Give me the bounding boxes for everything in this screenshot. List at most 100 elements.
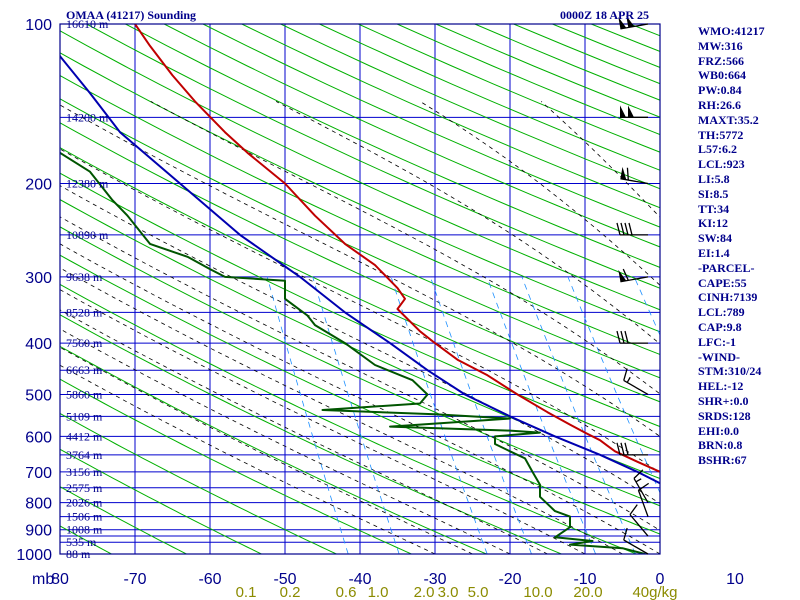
- mixing-ratio-label: 20.0: [573, 584, 602, 600]
- mixing-ratio-label: 1.0: [368, 584, 389, 600]
- index-ei: EI:1.4: [698, 245, 730, 260]
- index-mw: MW:316: [698, 38, 743, 53]
- wind-barb: [616, 222, 648, 236]
- mixing-ratio-label: 0.1: [236, 584, 257, 600]
- pressure-tick-label: 100: [25, 17, 52, 34]
- section-wind: -WIND-: [698, 349, 740, 364]
- dry-adiabat-line: [60, 283, 637, 554]
- index-cinh: CINH:7139: [698, 290, 758, 305]
- height-label: 9638 m: [66, 270, 103, 284]
- pressure-tick-label: 200: [25, 177, 52, 194]
- dry-adiabat-line: [60, 486, 187, 554]
- wind-barb: [623, 527, 649, 555]
- mixing-ratio-line: [390, 276, 488, 554]
- height-label: 14200 m: [66, 110, 109, 124]
- wind-barb: [633, 469, 649, 503]
- wind-barb: [618, 15, 649, 30]
- dry-adiabat-line: [60, 412, 337, 554]
- index-tt: TT:34: [698, 201, 730, 216]
- index-wb0: WB0:664: [698, 68, 746, 83]
- dry-adiabat-line: [60, 74, 660, 355]
- index-pw: PW:0.84: [698, 83, 742, 98]
- moist-adiabat-line: [60, 243, 660, 554]
- temperature-tick-label: 0: [656, 571, 665, 588]
- temperature-profile-line: [134, 24, 660, 474]
- index-ehi: EHI:0.0: [698, 423, 740, 438]
- index-parcel-lcl: LCL:789: [698, 305, 745, 320]
- dry-adiabat-line: [60, 226, 660, 507]
- dry-adiabat-line: [60, 52, 660, 333]
- dewpoint-profile-line: [60, 151, 646, 554]
- temperature-tick-label: 80: [51, 571, 69, 588]
- dry-adiabat-line: [60, 30, 660, 311]
- height-label: 535 m: [66, 535, 97, 549]
- dry-adiabat-line: [60, 199, 660, 480]
- mixing-ratio-label: 2.0: [414, 584, 435, 600]
- height-label: 2026 m: [66, 496, 103, 510]
- index-sw: SW:84: [698, 231, 733, 246]
- height-label: 3764 m: [66, 448, 103, 462]
- plot-frame: [59, 23, 661, 555]
- mixing-ratio-label: 0.6: [336, 584, 357, 600]
- temperature-tick-label: 10: [726, 571, 744, 588]
- height-label: 1008 m: [66, 523, 103, 537]
- index-si: SI:8.5: [698, 186, 729, 201]
- wind-barb: [620, 166, 649, 185]
- parcel-profile-line: [60, 53, 660, 485]
- temperature-tick-label: -70: [123, 571, 146, 588]
- pressure-tick-label: 900: [25, 523, 52, 540]
- dry-adiabat-line: [60, 122, 660, 403]
- index-brn: BRN:0.8: [698, 438, 743, 453]
- wind-barb: [637, 482, 650, 517]
- index-hel: HEL:-12: [698, 379, 744, 394]
- index-lfc: LFC:-1: [698, 334, 736, 349]
- index-stm: STM:310/24: [698, 364, 762, 379]
- height-label: 1506 m: [66, 510, 103, 524]
- wind-barb: [623, 368, 649, 396]
- temperature-tick-label: -60: [198, 571, 221, 588]
- pressure-tick-label: 1000: [16, 547, 52, 564]
- index-srds: SRDS:128: [698, 408, 751, 423]
- mixing-ratio-label: 10.0: [523, 584, 552, 600]
- pressure-tick-label: 700: [25, 465, 52, 482]
- moist-adiabat-line: [60, 216, 660, 531]
- dry-adiabat-line: [60, 172, 660, 453]
- mixing-ratio-line: [567, 276, 660, 494]
- moist-adiabat-line: [60, 346, 473, 554]
- index-shr: SHR+:0.0: [698, 393, 749, 408]
- wind-barb: [620, 105, 648, 118]
- index-bshr: BSHR:67: [698, 453, 747, 468]
- height-label: 8528 m: [66, 305, 103, 319]
- index-ki: KI:12: [698, 216, 728, 231]
- pressure-tick-label: 300: [25, 270, 52, 287]
- index-rh: RH:26.6: [698, 97, 741, 112]
- index-l57: L57:6.2: [698, 142, 737, 157]
- pressure-tick-label: 600: [25, 429, 52, 446]
- dry-adiabat-line: [125, 24, 660, 268]
- index-li: LI:5.8: [698, 171, 730, 186]
- dry-adiabat-line: [60, 254, 660, 535]
- index-frz: FRZ:566: [698, 53, 744, 68]
- pressure-tick-label: 500: [25, 387, 52, 404]
- index-cape: CAPE:55: [698, 275, 747, 290]
- dry-adiabat-line: [60, 147, 660, 428]
- dry-adiabat-line: [60, 378, 412, 554]
- mixing-ratio-label: 40g/kg: [632, 584, 677, 600]
- temperature-tick-label: -10: [573, 571, 596, 588]
- mixing-ratio-label: 0.2: [280, 584, 301, 600]
- index-th: TH:5772: [698, 127, 744, 142]
- height-label: 16610 m: [66, 17, 109, 31]
- wind-barb: [618, 268, 649, 283]
- height-label: 88 m: [66, 547, 91, 561]
- mixing-ratio-label: 3.0: [438, 584, 459, 600]
- index-maxt: MAXT:35.2: [698, 112, 759, 127]
- mixing-ratio-line: [266, 276, 349, 554]
- height-label: 12380 m: [66, 177, 109, 191]
- section-parcel: -PARCEL-: [698, 260, 755, 275]
- stability-indices-panel: WMO:41217 MW:316 FRZ:566 WB0:664 PW:0.84…: [698, 24, 765, 468]
- height-label: 5109 m: [66, 409, 103, 423]
- chart-title: OMAA (41217) Sounding: [66, 8, 197, 22]
- dry-adiabat-line: [591, 24, 660, 52]
- dry-adiabat-line: [86, 24, 660, 289]
